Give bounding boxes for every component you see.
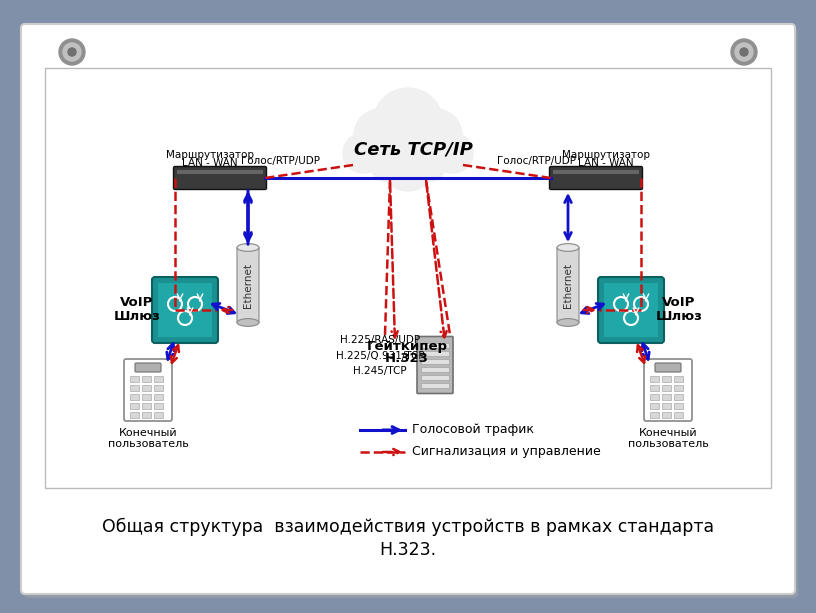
FancyBboxPatch shape: [421, 343, 449, 348]
FancyBboxPatch shape: [130, 403, 139, 409]
Text: Ethernet: Ethernet: [563, 262, 573, 308]
Text: Общая структура  взаимодействия устройств в рамках стандарта: Общая структура взаимодействия устройств…: [102, 518, 714, 536]
Circle shape: [373, 88, 443, 158]
Circle shape: [63, 43, 81, 61]
FancyBboxPatch shape: [45, 68, 771, 488]
Circle shape: [410, 109, 462, 161]
FancyBboxPatch shape: [24, 28, 798, 598]
Ellipse shape: [237, 243, 259, 251]
FancyBboxPatch shape: [130, 412, 139, 418]
FancyBboxPatch shape: [644, 359, 692, 421]
FancyBboxPatch shape: [662, 385, 671, 391]
FancyBboxPatch shape: [154, 385, 163, 391]
FancyBboxPatch shape: [674, 412, 683, 418]
FancyBboxPatch shape: [549, 167, 642, 189]
Text: пользователь: пользователь: [108, 439, 188, 449]
FancyBboxPatch shape: [557, 248, 579, 322]
FancyBboxPatch shape: [130, 394, 139, 400]
Circle shape: [343, 133, 383, 173]
Text: Конечный: Конечный: [639, 428, 698, 438]
FancyBboxPatch shape: [124, 359, 172, 421]
FancyBboxPatch shape: [662, 412, 671, 418]
FancyBboxPatch shape: [154, 403, 163, 409]
FancyBboxPatch shape: [553, 170, 639, 174]
FancyBboxPatch shape: [154, 394, 163, 400]
FancyBboxPatch shape: [142, 385, 151, 391]
Text: H.225/RAS/UDP
H.225/Q.931/TCP
H.245/TCP: H.225/RAS/UDP H.225/Q.931/TCP H.245/TCP: [335, 335, 424, 376]
FancyBboxPatch shape: [174, 167, 267, 189]
Circle shape: [731, 39, 757, 65]
Text: Шлюз: Шлюз: [655, 310, 703, 322]
Circle shape: [368, 138, 412, 182]
FancyBboxPatch shape: [152, 277, 218, 343]
FancyBboxPatch shape: [154, 376, 163, 382]
Circle shape: [740, 48, 748, 56]
Text: Ethernet: Ethernet: [243, 262, 253, 308]
FancyBboxPatch shape: [130, 376, 139, 382]
FancyBboxPatch shape: [674, 394, 683, 400]
Text: LAN - WAN: LAN - WAN: [579, 158, 634, 168]
Text: LAN - WAN: LAN - WAN: [182, 158, 237, 168]
Circle shape: [59, 39, 85, 65]
Text: Н.323: Н.323: [385, 352, 429, 365]
FancyBboxPatch shape: [598, 277, 664, 343]
Text: Гейткипер: Гейткипер: [366, 340, 447, 353]
Ellipse shape: [557, 243, 579, 251]
FancyBboxPatch shape: [662, 403, 671, 409]
Text: Голосовой трафик: Голосовой трафик: [412, 424, 534, 436]
FancyBboxPatch shape: [650, 376, 659, 382]
Circle shape: [433, 133, 473, 173]
FancyBboxPatch shape: [21, 24, 795, 594]
Circle shape: [68, 48, 76, 56]
FancyBboxPatch shape: [142, 376, 151, 382]
FancyBboxPatch shape: [421, 367, 449, 371]
FancyBboxPatch shape: [142, 412, 151, 418]
FancyBboxPatch shape: [142, 403, 151, 409]
FancyBboxPatch shape: [674, 403, 683, 409]
FancyBboxPatch shape: [662, 394, 671, 400]
Circle shape: [380, 135, 436, 191]
Text: VoIP: VoIP: [663, 295, 696, 308]
Circle shape: [354, 109, 406, 161]
Text: Маршрутизатор: Маршрутизатор: [562, 150, 650, 160]
FancyBboxPatch shape: [417, 337, 453, 394]
FancyBboxPatch shape: [674, 385, 683, 391]
Ellipse shape: [237, 319, 259, 326]
Circle shape: [735, 43, 753, 61]
Text: Маршрутизатор: Маршрутизатор: [166, 150, 254, 160]
Text: Сеть TCP/IP: Сеть TCP/IP: [353, 141, 472, 159]
Text: Голос/RTP/UDP: Голос/RTP/UDP: [496, 156, 575, 166]
Text: Конечный: Конечный: [118, 428, 177, 438]
Text: VoIP: VoIP: [120, 295, 153, 308]
FancyBboxPatch shape: [421, 383, 449, 387]
FancyBboxPatch shape: [662, 376, 671, 382]
FancyBboxPatch shape: [674, 376, 683, 382]
FancyBboxPatch shape: [655, 363, 681, 372]
FancyBboxPatch shape: [158, 283, 212, 337]
FancyBboxPatch shape: [650, 394, 659, 400]
FancyBboxPatch shape: [154, 412, 163, 418]
FancyBboxPatch shape: [421, 351, 449, 356]
FancyBboxPatch shape: [421, 359, 449, 364]
Text: пользователь: пользователь: [628, 439, 708, 449]
Circle shape: [404, 138, 448, 182]
FancyBboxPatch shape: [130, 385, 139, 391]
FancyBboxPatch shape: [650, 403, 659, 409]
Ellipse shape: [557, 319, 579, 326]
FancyBboxPatch shape: [650, 412, 659, 418]
Text: Сигнализация и управление: Сигнализация и управление: [412, 446, 601, 459]
FancyBboxPatch shape: [135, 363, 161, 372]
Text: Н.323.: Н.323.: [379, 541, 437, 559]
Text: Голос/RTP/UDP: Голос/RTP/UDP: [241, 156, 320, 166]
FancyBboxPatch shape: [421, 375, 449, 379]
Text: Шлюз: Шлюз: [113, 310, 161, 322]
FancyBboxPatch shape: [650, 385, 659, 391]
FancyBboxPatch shape: [177, 170, 263, 174]
FancyBboxPatch shape: [604, 283, 658, 337]
FancyBboxPatch shape: [237, 248, 259, 322]
FancyBboxPatch shape: [142, 394, 151, 400]
